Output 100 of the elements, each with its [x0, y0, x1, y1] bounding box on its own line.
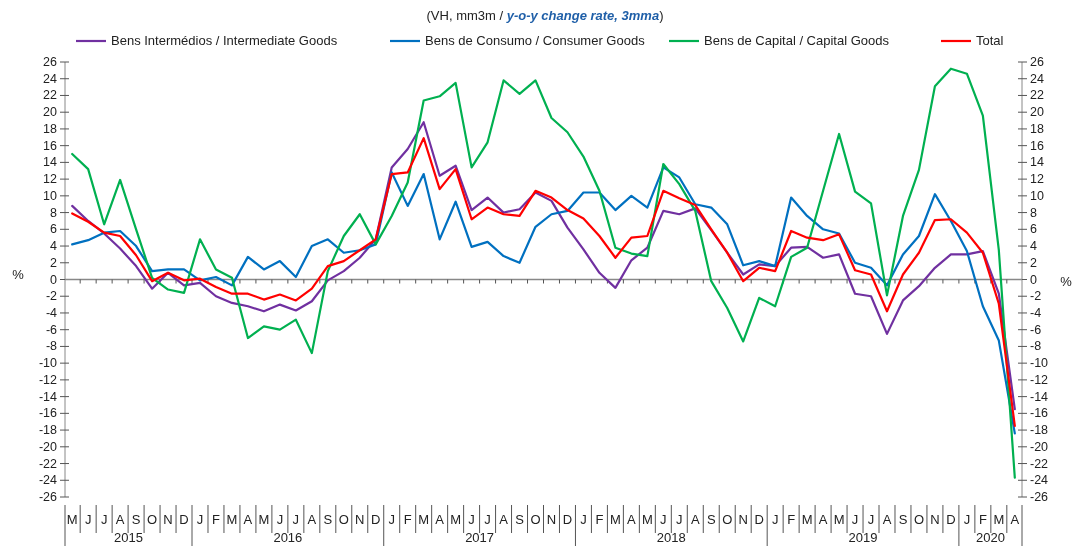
- x-tick-label: M: [993, 512, 1005, 527]
- y-tick-label: -2: [45, 289, 58, 304]
- x-tick-label: J: [276, 512, 284, 527]
- line-series: [71, 67, 1016, 479]
- y-tick-label: -24: [38, 473, 58, 488]
- y2-tick-label: 0: [1030, 272, 1037, 287]
- x-tick-label: M: [641, 512, 653, 527]
- y2-tick-label: 26: [1030, 55, 1044, 69]
- text: 2015: [114, 530, 143, 545]
- y2-tick-label: 12: [1030, 172, 1044, 187]
- x-tick-label: N: [163, 512, 173, 527]
- x-tick-label: D: [179, 512, 189, 527]
- y-tick-label: 24: [43, 71, 58, 86]
- x-tick-label: A: [1010, 512, 1020, 527]
- y-tick-label: -12: [38, 372, 58, 387]
- x-tick-label: A: [115, 512, 125, 527]
- y2-tick-label: -24: [1030, 473, 1049, 488]
- y2-tick-label: -20: [1030, 439, 1049, 454]
- y2-tick-label: 6: [1030, 222, 1037, 237]
- y-tick-label: 20: [43, 105, 58, 120]
- y2-axis-title: %: [1060, 274, 1073, 289]
- y2-tick-label: 22: [1030, 88, 1044, 103]
- y-tick-label: 26: [43, 55, 58, 69]
- x-tick-label: M: [258, 512, 270, 527]
- x-tick-label: M: [833, 512, 845, 527]
- x-tick-label: O: [338, 512, 349, 527]
- x-tick-label: A: [435, 512, 445, 527]
- x-tick-label: N: [930, 512, 940, 527]
- x-tick-label: A: [499, 512, 509, 527]
- y2-tick-label: 2: [1030, 255, 1037, 270]
- y2-tick-label: 4: [1030, 239, 1037, 254]
- x-tick-label: F: [787, 512, 796, 527]
- x-tick-label: A: [307, 512, 317, 527]
- chart-subtitle: (VH, mm3m / y-o-y change rate, 3mma): [426, 8, 664, 23]
- y2-tick-label: 10: [1030, 188, 1044, 203]
- x-tick-label: M: [418, 512, 430, 527]
- x-tick-label: J: [851, 512, 859, 527]
- x-tick-label: O: [913, 512, 925, 527]
- y-tick-label: 2: [50, 255, 58, 270]
- y2-tick-label: 18: [1030, 121, 1044, 136]
- x-tick-label: J: [963, 512, 971, 527]
- y2-tick-label: -18: [1030, 423, 1049, 438]
- y2-tick-label: -10: [1030, 356, 1049, 371]
- y2-tick-label: 16: [1030, 138, 1044, 153]
- x-tick-label: D: [371, 512, 381, 527]
- x-tick-label: M: [609, 512, 621, 527]
- y-tick-label: -14: [38, 389, 58, 404]
- x-tick-label: F: [403, 512, 412, 527]
- y2-tick-label: -8: [1030, 339, 1042, 354]
- y-tick-label: -6: [45, 322, 58, 337]
- x-tick-label: A: [690, 512, 700, 527]
- x-tick-label: S: [515, 512, 525, 527]
- y-tick-label: -16: [38, 406, 58, 421]
- y2-tick-label: -16: [1030, 406, 1049, 421]
- y2-tick-label: 14: [1030, 155, 1044, 170]
- y2-tick-label: -22: [1030, 456, 1049, 471]
- y-tick-label: -22: [38, 456, 58, 471]
- x-tick-label: J: [84, 512, 92, 527]
- y-tick-label: 18: [43, 121, 58, 136]
- x-tick-label: N: [546, 512, 557, 527]
- x-tick-label: J: [196, 512, 204, 527]
- legend-label: Bens de Capital / Capital Goods: [704, 33, 890, 48]
- x-tick-label: N: [738, 512, 748, 527]
- x-tick-label: S: [898, 512, 908, 527]
- x-tick-label: O: [530, 512, 541, 527]
- x-tick-label: M: [66, 512, 78, 527]
- y-tick-label: 10: [43, 188, 58, 203]
- text: 2016: [273, 530, 303, 545]
- y-tick-label: 16: [43, 138, 58, 153]
- y-tick-label: 12: [43, 172, 58, 187]
- y-tick-label: -20: [38, 439, 58, 454]
- y-tick-label: -10: [38, 356, 58, 371]
- y-tick-label: -26: [38, 490, 58, 504]
- legend-label: Bens de Consumo / Consumer Goods: [425, 33, 646, 48]
- y2-tick-label: 8: [1030, 205, 1037, 220]
- text: 2019: [848, 530, 878, 545]
- x-tick-label: O: [722, 512, 733, 527]
- x-tick-label: J: [580, 512, 587, 527]
- x-tick-label: J: [771, 512, 779, 527]
- x-tick-label: A: [627, 512, 637, 527]
- y-tick-label: -4: [45, 305, 58, 320]
- x-tick-label: F: [595, 512, 604, 527]
- x-tick-label: S: [706, 512, 716, 527]
- x-tick-label: M: [801, 512, 813, 527]
- x-tick-label: J: [100, 512, 108, 527]
- legend-label: Bens Intermédios / Intermediate Goods: [111, 33, 338, 48]
- y2-tick-label: -2: [1030, 289, 1042, 304]
- x-tick-label: J: [468, 512, 475, 527]
- y-tick-label: -8: [45, 339, 58, 354]
- y-tick-label: 14: [43, 155, 58, 170]
- y-tick-label: -18: [38, 423, 58, 438]
- text: 2020: [975, 530, 1005, 545]
- x-tick-label: S: [131, 512, 141, 527]
- y2-tick-label: -12: [1030, 372, 1049, 387]
- y2-tick-label: 20: [1030, 105, 1044, 120]
- legend-label: Total: [976, 33, 1004, 48]
- x-tick-label: J: [676, 512, 683, 527]
- text: 2018: [656, 530, 686, 545]
- x-tick-label: D: [946, 512, 956, 527]
- y2-tick-label: -4: [1030, 305, 1042, 320]
